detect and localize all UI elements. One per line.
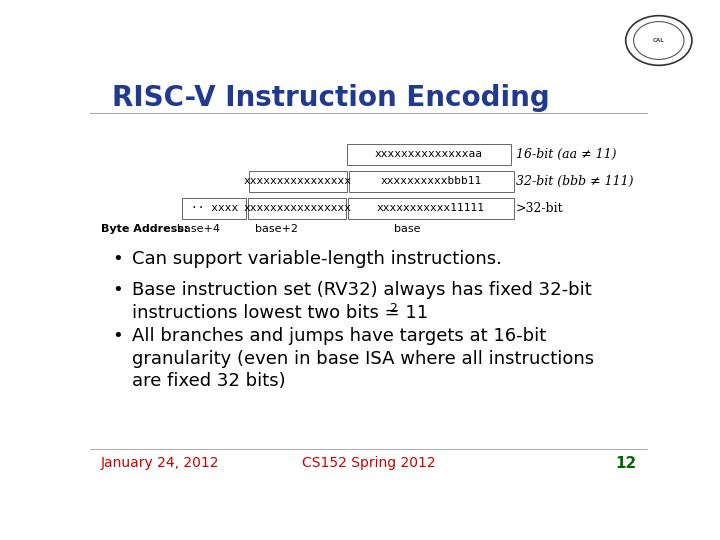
Text: instructions lowest two bits = 11: instructions lowest two bits = 11	[132, 304, 428, 322]
Text: Byte Address:: Byte Address:	[101, 224, 189, 234]
Text: xxxxxxxxxxxxxxaa: xxxxxxxxxxxxxxaa	[375, 149, 483, 159]
Text: 12: 12	[616, 456, 637, 471]
Text: 2: 2	[389, 302, 397, 315]
FancyBboxPatch shape	[249, 171, 347, 192]
Text: •: •	[112, 281, 123, 299]
Text: xxxxxxxxxxx11111: xxxxxxxxxxx11111	[377, 203, 485, 213]
FancyBboxPatch shape	[347, 144, 511, 165]
Text: CAL: CAL	[653, 38, 665, 43]
Text: CS152 Spring 2012: CS152 Spring 2012	[302, 456, 436, 470]
Text: xxxxxxxxxxxxxxxx: xxxxxxxxxxxxxxxx	[243, 203, 351, 213]
Text: Can support variable-length instructions.: Can support variable-length instructions…	[132, 250, 502, 268]
FancyBboxPatch shape	[248, 198, 346, 219]
Text: ·· xxxx: ·· xxxx	[191, 203, 238, 213]
Text: RISC-V Instruction Encoding: RISC-V Instruction Encoding	[112, 84, 550, 112]
Text: •: •	[112, 250, 123, 268]
Text: 32-bit (bbb ≠ 111): 32-bit (bbb ≠ 111)	[516, 175, 634, 188]
Text: •: •	[112, 327, 123, 345]
FancyBboxPatch shape	[349, 171, 513, 192]
Text: base+2: base+2	[256, 224, 298, 234]
FancyBboxPatch shape	[182, 198, 246, 219]
Text: are fixed 32 bits): are fixed 32 bits)	[132, 373, 285, 390]
Text: base: base	[394, 224, 420, 234]
Text: >32-bit: >32-bit	[516, 202, 563, 215]
Text: 16-bit (aa ≠ 11): 16-bit (aa ≠ 11)	[516, 148, 616, 161]
FancyBboxPatch shape	[348, 198, 513, 219]
Text: base+4: base+4	[177, 224, 220, 234]
Text: January 24, 2012: January 24, 2012	[101, 456, 220, 470]
Text: Base instruction set (RV32) always has fixed 32-bit: Base instruction set (RV32) always has f…	[132, 281, 592, 299]
Text: xxxxxxxxxxbbb11: xxxxxxxxxxbbb11	[381, 176, 482, 186]
Text: granularity (even in base ISA where all instructions: granularity (even in base ISA where all …	[132, 349, 594, 368]
Text: All branches and jumps have targets at 16-bit: All branches and jumps have targets at 1…	[132, 327, 546, 345]
Text: xxxxxxxxxxxxxxxx: xxxxxxxxxxxxxxxx	[244, 176, 352, 186]
